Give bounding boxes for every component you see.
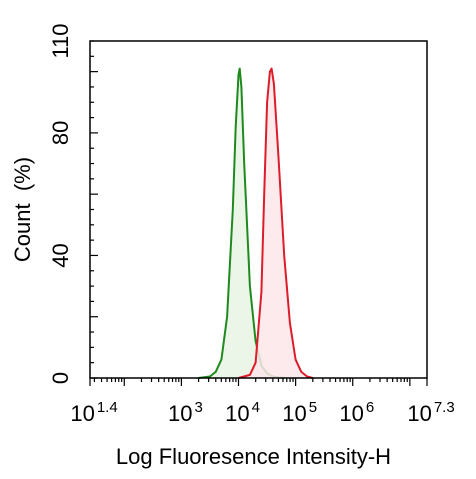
y-axis-ticks: 0 40 80 110 — [48, 23, 98, 384]
y-tick-label: 0 — [48, 372, 73, 384]
x-tick-base: 10 — [339, 401, 363, 426]
x-tick-base: 10 — [225, 401, 249, 426]
x-tick-label: 10 5 — [282, 399, 317, 426]
x-tick-exponent: 3 — [194, 399, 202, 416]
x-axis-title: Log Fluoresence Intensity-H — [116, 444, 391, 469]
x-tick-label: 10 3 — [168, 399, 203, 426]
x-axis-ticks: 10 1.4 10 3 10 4 10 5 10 6 10 7.3 — [70, 378, 455, 426]
series-2-fill — [238, 68, 313, 378]
y-axis-title: Count (%) — [10, 157, 35, 262]
x-tick-exponent: 6 — [366, 399, 374, 416]
x-tick-label: 10 4 — [225, 399, 260, 426]
x-tick-label: 10 1.4 — [70, 399, 117, 426]
y-tick-label: 80 — [48, 121, 73, 145]
x-tick-label: 10 7.3 — [407, 399, 454, 426]
x-tick-exponent: 4 — [252, 399, 260, 416]
y-tick-label: 40 — [48, 243, 73, 267]
x-tick-base: 10 — [282, 401, 306, 426]
x-tick-base: 10 — [70, 401, 94, 426]
x-tick-label: 10 6 — [339, 399, 374, 426]
x-tick-exponent: 7.3 — [434, 399, 455, 416]
series-2-line — [238, 67, 314, 379]
x-tick-exponent: 1.4 — [97, 399, 118, 416]
series-layer — [198, 67, 314, 379]
series-1-fill — [198, 68, 285, 378]
x-tick-exponent: 5 — [309, 399, 317, 416]
x-tick-base: 10 — [407, 401, 431, 426]
x-tick-base: 10 — [168, 401, 192, 426]
y-tick-label: 110 — [48, 23, 73, 58]
